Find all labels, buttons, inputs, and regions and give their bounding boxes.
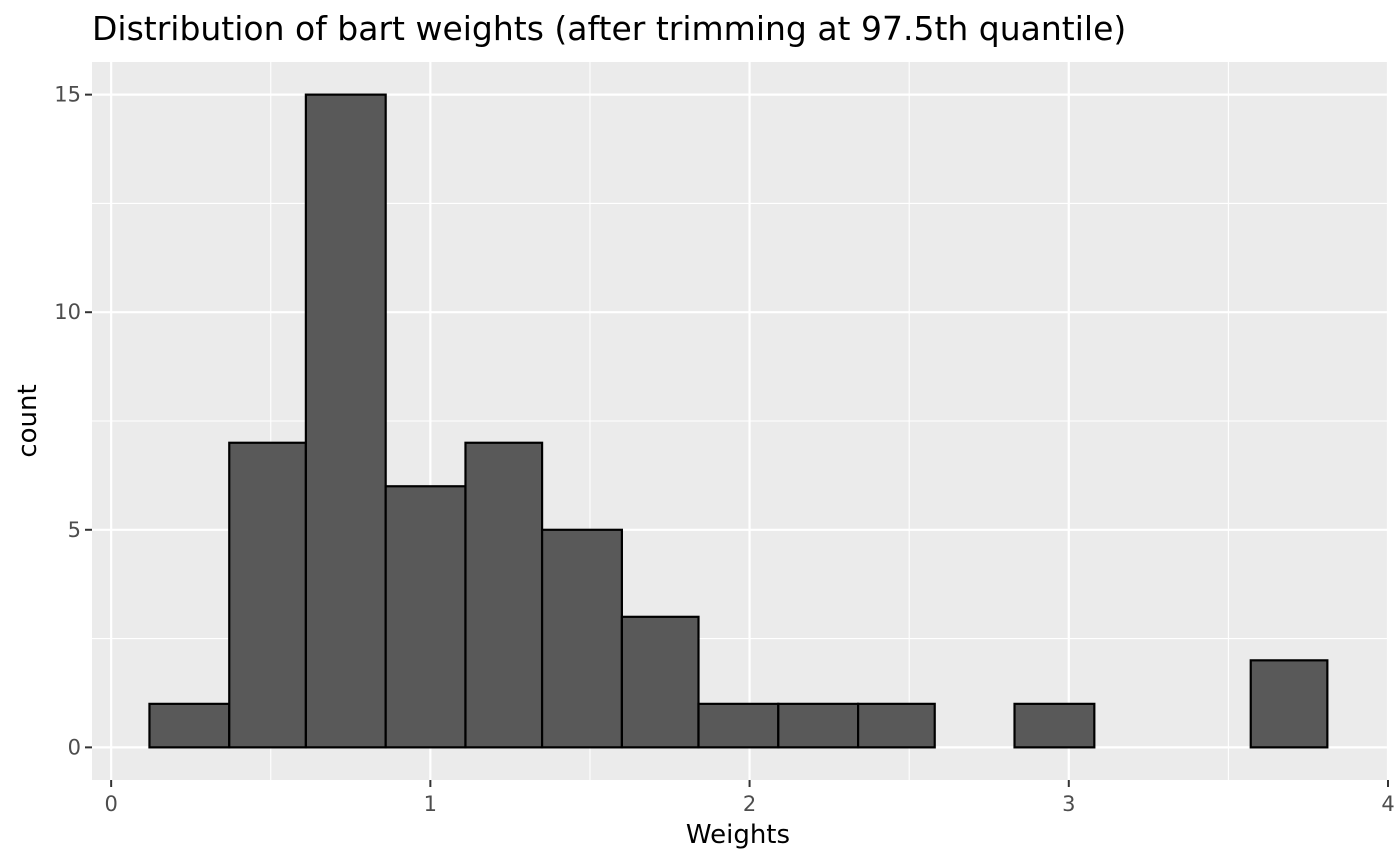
- x-tick-label: 3: [1062, 792, 1075, 816]
- x-tick-label: 4: [1381, 792, 1394, 816]
- y-tick-label: 15: [54, 83, 81, 107]
- y-axis-title: count: [13, 384, 43, 457]
- y-tick-label: 5: [68, 518, 81, 542]
- histogram-bar: [304, 93, 387, 749]
- x-axis: 0 1 2 3 4: [104, 780, 1395, 816]
- x-tick-label: 1: [424, 792, 437, 816]
- histogram-bar: [540, 528, 623, 749]
- x-axis-title: Weights: [686, 820, 790, 850]
- histogram-bar: [148, 702, 231, 749]
- histogram-bar: [228, 441, 307, 749]
- histogram-bar: [1249, 659, 1329, 749]
- x-tick-label: 2: [743, 792, 756, 816]
- histogram-bar: [384, 485, 467, 749]
- histogram-bar: [857, 702, 936, 749]
- histogram-bar: [697, 702, 780, 749]
- histogram-bars: [148, 93, 1329, 749]
- histogram-bar: [777, 702, 860, 749]
- histogram-bar: [620, 615, 700, 749]
- minor-grid: [92, 62, 1388, 780]
- histogram-bar: [464, 441, 544, 749]
- histogram-bar: [1013, 702, 1096, 749]
- y-tick-label: 10: [54, 300, 81, 324]
- y-tick-label: 0: [68, 735, 81, 759]
- chart-title: Distribution of bart weights (after trim…: [92, 9, 1126, 48]
- y-axis: 0 5 10 15: [54, 83, 92, 759]
- x-tick-label: 0: [104, 792, 117, 816]
